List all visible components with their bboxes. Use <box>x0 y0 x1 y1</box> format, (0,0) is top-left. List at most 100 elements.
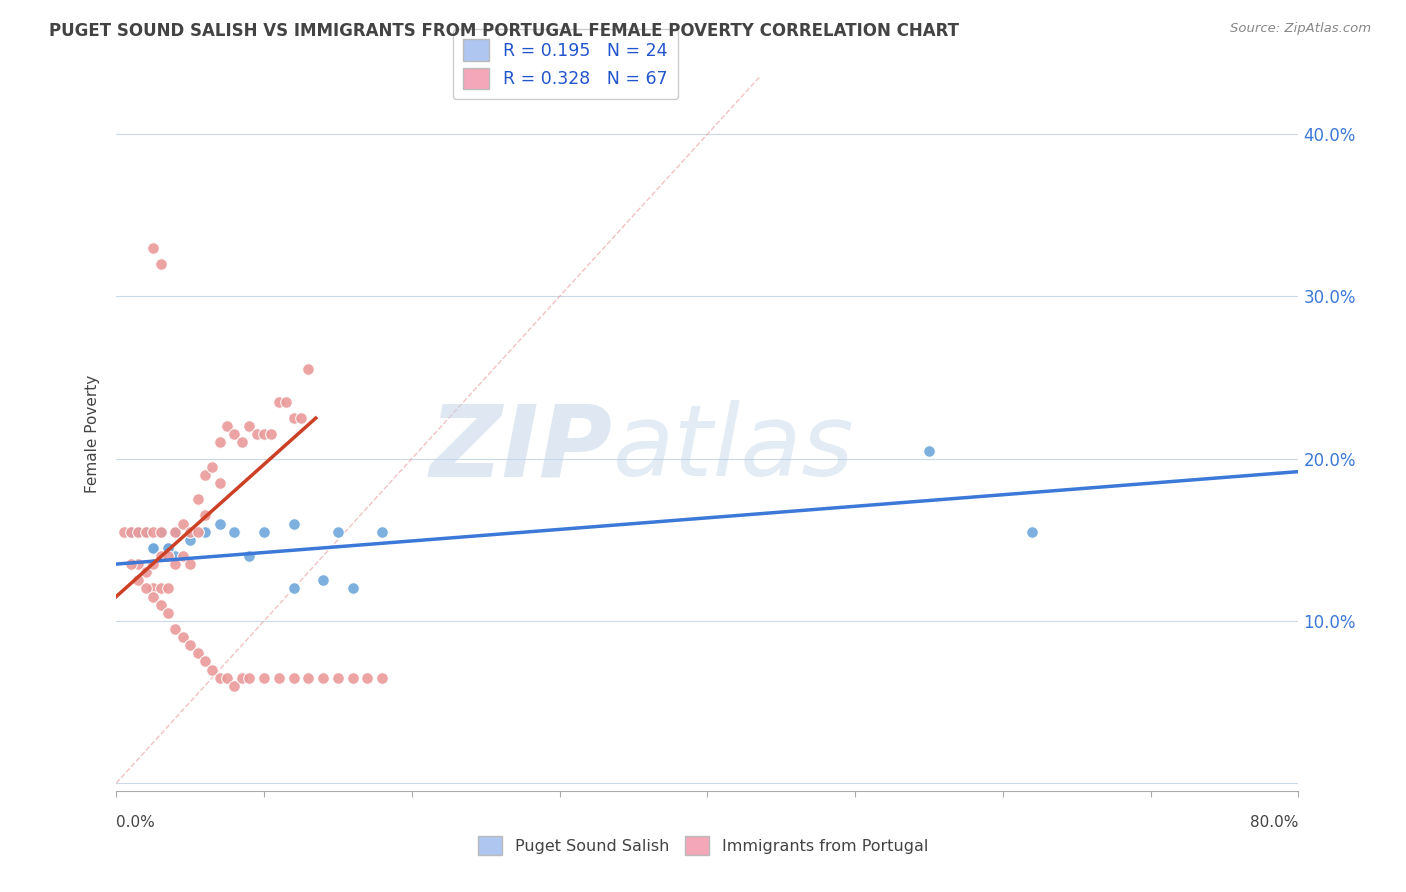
Point <box>179 557 201 571</box>
Point <box>142 590 165 604</box>
Legend: Puget Sound Salish, Immigrants from Portugal: Puget Sound Salish, Immigrants from Port… <box>471 830 935 862</box>
Point <box>187 524 209 539</box>
Point <box>112 524 135 539</box>
Point <box>1021 524 1043 539</box>
Point <box>179 638 201 652</box>
Point <box>172 630 194 644</box>
Point <box>312 671 335 685</box>
Point <box>342 582 364 596</box>
Point <box>267 671 290 685</box>
Point <box>142 541 165 555</box>
Point <box>231 435 253 450</box>
Point <box>179 524 201 539</box>
Point <box>156 549 179 563</box>
Text: atlas: atlas <box>613 401 855 497</box>
Point <box>127 557 149 571</box>
Point <box>156 541 179 555</box>
Point <box>342 671 364 685</box>
Point <box>120 524 142 539</box>
Point <box>326 524 349 539</box>
Point <box>149 549 172 563</box>
Point <box>208 435 231 450</box>
Point <box>290 411 312 425</box>
Text: PUGET SOUND SALISH VS IMMIGRANTS FROM PORTUGAL FEMALE POVERTY CORRELATION CHART: PUGET SOUND SALISH VS IMMIGRANTS FROM PO… <box>49 22 959 40</box>
Text: 0.0%: 0.0% <box>117 815 155 830</box>
Point <box>165 557 187 571</box>
Point <box>208 671 231 685</box>
Point <box>156 541 179 555</box>
Y-axis label: Female Poverty: Female Poverty <box>86 376 100 493</box>
Point <box>156 582 179 596</box>
Point <box>142 582 165 596</box>
Point <box>149 582 172 596</box>
Point <box>135 524 157 539</box>
Point <box>297 671 319 685</box>
Point <box>297 362 319 376</box>
Point <box>142 541 165 555</box>
Point <box>283 411 305 425</box>
Point <box>356 671 378 685</box>
Point <box>231 671 253 685</box>
Point <box>371 524 394 539</box>
Point <box>253 671 276 685</box>
Text: ZIP: ZIP <box>430 401 613 497</box>
Point <box>165 524 187 539</box>
Point <box>120 557 142 571</box>
Point <box>172 549 194 563</box>
Point <box>127 524 149 539</box>
Point <box>283 582 305 596</box>
Point <box>371 671 394 685</box>
Point <box>918 443 941 458</box>
Point <box>187 646 209 660</box>
Point <box>326 671 349 685</box>
Point <box>208 475 231 490</box>
Point <box>149 524 172 539</box>
Point <box>135 582 157 596</box>
Point <box>201 459 224 474</box>
Point <box>149 598 172 612</box>
Point <box>127 574 149 588</box>
Point <box>194 508 217 523</box>
Point <box>276 395 298 409</box>
Point <box>253 427 276 442</box>
Point <box>224 427 246 442</box>
Point <box>156 606 179 620</box>
Point <box>149 257 172 271</box>
Point <box>194 467 217 482</box>
Legend: R = 0.195   N = 24, R = 0.328   N = 67: R = 0.195 N = 24, R = 0.328 N = 67 <box>453 29 678 99</box>
Point <box>260 427 283 442</box>
Point <box>165 622 187 636</box>
Point <box>142 241 165 255</box>
Point <box>172 516 194 531</box>
Text: 80.0%: 80.0% <box>1250 815 1299 830</box>
Point <box>312 574 335 588</box>
Point <box>267 395 290 409</box>
Point <box>201 663 224 677</box>
Text: Source: ZipAtlas.com: Source: ZipAtlas.com <box>1230 22 1371 36</box>
Point <box>194 524 217 539</box>
Point <box>224 679 246 693</box>
Point <box>179 533 201 547</box>
Point <box>238 419 260 434</box>
Point <box>187 492 209 507</box>
Point <box>283 516 305 531</box>
Point <box>208 516 231 531</box>
Point <box>135 565 157 579</box>
Point <box>165 524 187 539</box>
Point <box>194 654 217 668</box>
Point <box>283 671 305 685</box>
Point <box>224 524 246 539</box>
Point <box>120 524 142 539</box>
Point <box>165 549 187 563</box>
Point <box>127 524 149 539</box>
Point <box>238 549 260 563</box>
Point <box>149 524 172 539</box>
Point <box>142 524 165 539</box>
Point <box>238 671 260 685</box>
Point <box>246 427 269 442</box>
Point <box>217 671 239 685</box>
Point <box>217 419 239 434</box>
Point <box>253 524 276 539</box>
Point <box>142 557 165 571</box>
Point <box>135 524 157 539</box>
